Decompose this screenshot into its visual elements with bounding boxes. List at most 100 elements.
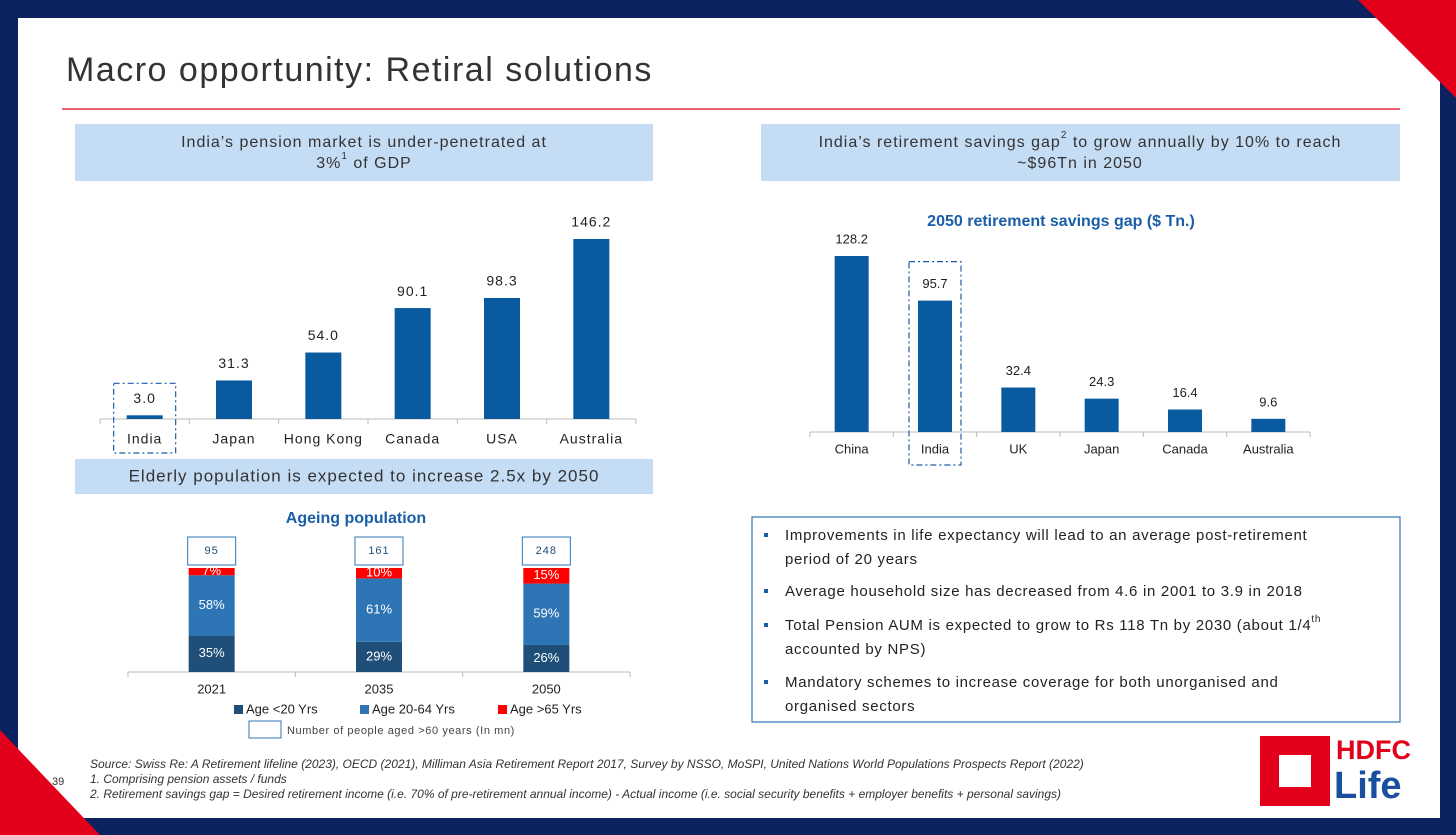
legend-label: Age <20 Yrs [246,701,318,716]
data-label: 10% [366,565,392,580]
heading: 3%1 of GDP [316,151,412,173]
legend-label: Age 20-64 Yrs [372,701,455,716]
heading: ~$96Tn in 2050 [1017,155,1143,172]
bullet-text: period of 20 years [785,551,918,568]
x-tick-label: Canada [1162,441,1208,456]
x-tick-label: Japan [212,431,255,447]
x-tick-label: India [921,441,950,456]
bullet-line: Total Pension AUM is expected to grow to… [785,617,1311,634]
bar-segment [188,575,235,636]
bullet-text: Improvements in life expectancy will lea… [785,527,1308,544]
bar-segment [188,635,235,672]
footnote: 1. Comprising pension assets / funds [90,772,287,786]
heading-box [761,124,1400,181]
logo-mark [1279,755,1311,787]
bullet-text: Average household size has decreased fro… [785,583,1303,600]
bar [1001,387,1036,432]
bar-segment [356,641,402,672]
bullet-marker [764,533,768,537]
data-label: 3.0 [133,390,155,406]
bullet-line: Average household size has decreased fro… [785,583,1303,600]
highlight-box [113,382,177,454]
bullets: Improvements in life expectancy will lea… [764,527,1321,715]
corner-accent [1358,0,1456,98]
x-tick-label: UK [1009,441,1027,456]
bullet-line: Improvements in life expectancy will lea… [785,527,1308,544]
logo-text: Life [1334,765,1402,807]
heading-box [75,124,653,181]
heading: India’s pension market is under-penetrat… [181,134,547,151]
data-label: 15% [533,567,559,582]
total-label: 95 [205,545,219,557]
bar [216,380,252,419]
data-label: 24.3 [1089,374,1114,389]
data-label: 95.7 [922,276,947,291]
superscript: th [1311,614,1321,625]
heading-part: to grow annually by 10% to reach [1067,134,1341,151]
data-label: 146.2 [571,214,611,230]
total-box [521,536,571,566]
legend-label: Number of people aged >60 years (In mn) [287,725,515,737]
x-tick-label: Japan [1084,441,1119,456]
x-tick-label: Hong Kong [284,431,363,447]
legend-swatch [248,720,282,739]
x-tick-label: Australia [1243,441,1294,456]
superscript: 1 [341,151,348,162]
legend-swatch [234,705,243,714]
legend-swatch [360,705,369,714]
bar [573,239,610,419]
bar [394,308,431,419]
x-tick-label: China [835,441,870,456]
heading-part: 3% [316,155,341,172]
bullet-text: Mandatory schemes to increase coverage f… [785,674,1279,691]
x-tick-label: 2035 [365,681,394,696]
bullet-text: organised sectors [785,698,915,715]
data-label: 26% [533,650,559,665]
heading: Elderly population is expected to increa… [129,466,600,485]
data-label: 54.0 [308,327,339,343]
total-label: 161 [368,545,389,557]
x-tick-label: 2050 [532,681,561,696]
data-label: 31.3 [218,355,249,371]
bar-segment [523,583,570,645]
bar [1168,409,1202,432]
heading-box [75,459,653,494]
data-label: 98.3 [486,273,517,289]
data-label: 35% [199,645,225,660]
data-label: 90.1 [397,283,428,299]
bar [1084,398,1119,432]
x-tick-label: Canada [385,431,440,447]
bar-segment [356,568,402,579]
bullet-line: Mandatory schemes to increase coverage f… [785,674,1279,691]
bullet-marker [764,680,768,684]
logo-text: HDFC [1336,735,1411,765]
page-number: 39 [52,776,64,788]
legend-swatch [498,705,507,714]
bullet-line: organised sectors [785,698,915,715]
bar-segment [523,568,570,584]
bar-segment [188,568,235,576]
bullet-marker [764,589,768,593]
data-label: 128.2 [835,231,868,246]
total-label: 248 [536,545,557,557]
total-box [187,536,237,566]
bar [834,256,869,432]
data-label: 9.6 [1259,394,1277,409]
bar [1251,418,1286,432]
bullet-line: accounted by NPS) [785,641,926,658]
bar [305,352,342,419]
data-label: 7% [202,563,221,578]
bar-segment [523,644,570,672]
highlight-box [908,261,962,466]
bullet-text: accounted by NPS) [785,641,926,658]
footnote: Source: Swiss Re: A Retirement lifeline … [90,757,1084,771]
slide-title: Macro opportunity: Retiral solutions [66,51,653,89]
bar [918,300,952,432]
x-tick-label: Australia [560,431,623,447]
footnote: 2. Retirement savings gap = Desired reti… [89,787,1061,801]
x-tick-label: 2021 [197,681,226,696]
data-label: 61% [366,602,392,617]
data-label: 32.4 [1006,363,1031,378]
bar [484,297,520,419]
